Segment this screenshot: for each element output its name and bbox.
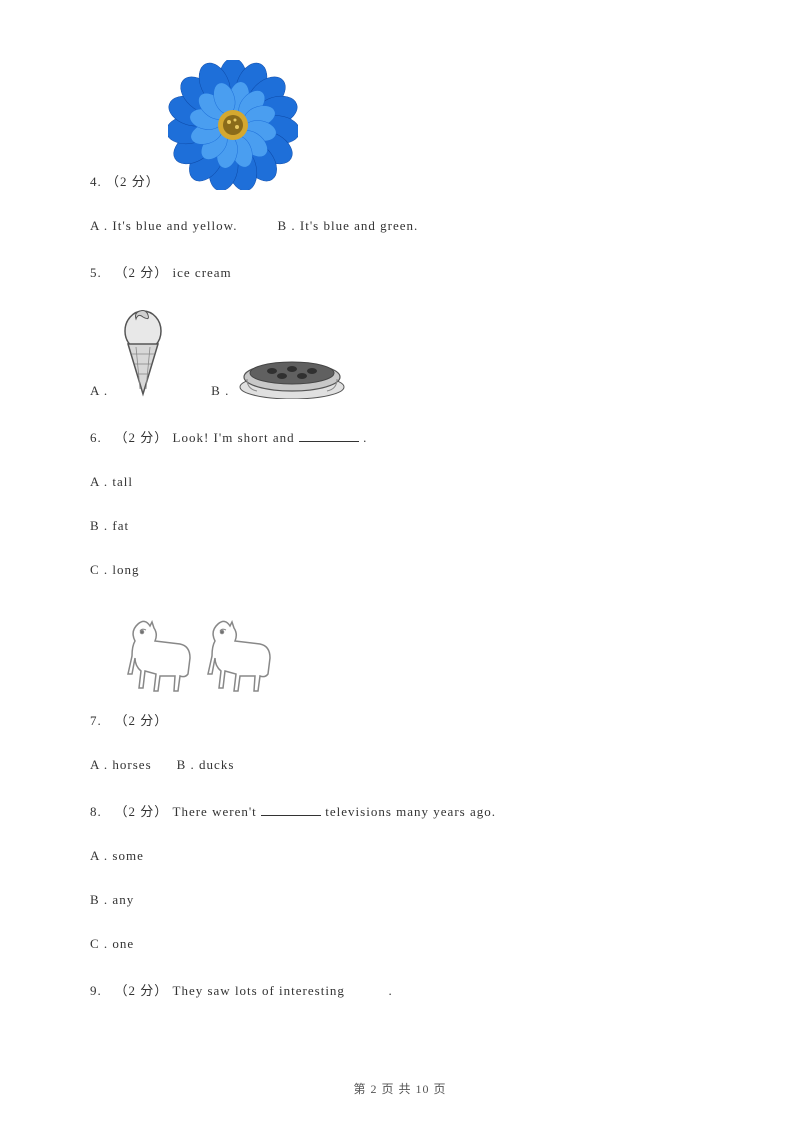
- q5-option-b-wrap[interactable]: B .: [211, 349, 347, 399]
- q8-text-before: There weren't: [173, 804, 262, 819]
- q8-option-b[interactable]: B . any: [90, 892, 710, 908]
- question-7: 7. （2 分）: [90, 710, 710, 729]
- q5-option-b: B .: [211, 383, 229, 399]
- pie-icon: [237, 349, 347, 399]
- question-4-row: 4. （2 分）: [90, 60, 710, 190]
- q6-points: （2 分）: [115, 430, 169, 445]
- q5-options: A . B .: [90, 309, 710, 399]
- q6-suffix: .: [363, 430, 367, 445]
- q7-image-row: [90, 606, 710, 710]
- q8-text-after: televisions many years ago.: [325, 804, 496, 819]
- q7-number: 7.: [90, 713, 102, 728]
- icecream-icon: [116, 309, 171, 399]
- q5-points: （2 分）: [115, 265, 169, 280]
- flower-icon: [168, 60, 298, 190]
- q8-points: （2 分）: [115, 804, 169, 819]
- q4-points: （2 分）: [106, 171, 160, 190]
- q9-text: They saw lots of interesting: [173, 983, 345, 998]
- question-9: 9. （2 分） They saw lots of interesting .: [90, 980, 710, 999]
- q8-option-a[interactable]: A . some: [90, 848, 710, 864]
- q5-option-a: A .: [90, 383, 108, 399]
- q8-option-c[interactable]: C . one: [90, 936, 710, 952]
- q6-number: 6.: [90, 430, 102, 445]
- q9-points: （2 分）: [115, 983, 169, 998]
- horses-icon: [110, 606, 290, 701]
- q4-number: 4.: [90, 174, 102, 190]
- q6-blank: [299, 429, 359, 442]
- q6-text: Look! I'm short and: [173, 430, 295, 445]
- q9-number: 9.: [90, 983, 102, 998]
- q5-text: ice cream: [173, 265, 232, 280]
- q9-suffix: .: [388, 983, 392, 998]
- q8-blank: [261, 803, 321, 816]
- question-6: 6. （2 分） Look! I'm short and .: [90, 427, 710, 446]
- q8-number: 8.: [90, 804, 102, 819]
- q5-option-a-wrap[interactable]: A .: [90, 309, 171, 399]
- question-5: 5. （2 分） ice cream: [90, 262, 710, 281]
- page-footer: 第 2 页 共 10 页: [0, 1080, 800, 1097]
- q4-option-a[interactable]: A . It's blue and yellow.: [90, 218, 237, 234]
- q4-option-b[interactable]: B . It's blue and green.: [277, 218, 418, 234]
- q7-option-a[interactable]: A . horses: [90, 757, 152, 773]
- q6-option-c[interactable]: C . long: [90, 562, 710, 578]
- question-8: 8. （2 分） There weren't televisions many …: [90, 801, 710, 820]
- q5-number: 5.: [90, 265, 102, 280]
- q7-options: A . horses B . ducks: [90, 757, 710, 773]
- q4-options: A . It's blue and yellow. B . It's blue …: [90, 218, 710, 234]
- q6-option-b[interactable]: B . fat: [90, 518, 710, 534]
- q6-option-a[interactable]: A . tall: [90, 474, 710, 490]
- q7-points: （2 分）: [115, 713, 169, 728]
- q7-option-b[interactable]: B . ducks: [177, 757, 235, 773]
